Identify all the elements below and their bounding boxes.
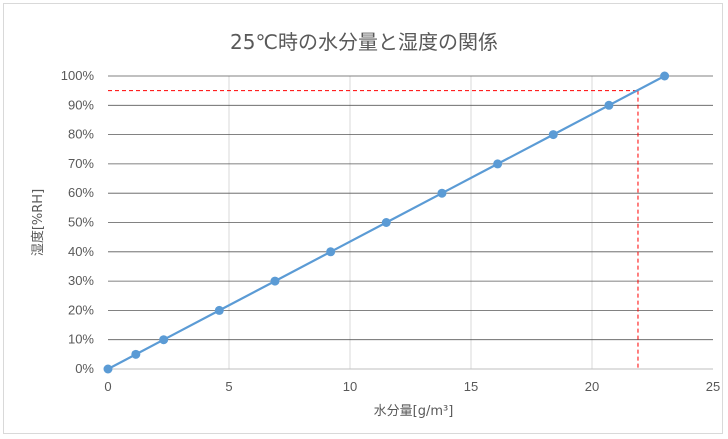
x-tick-label: 25: [706, 379, 720, 394]
y-tick-label: 10%: [68, 332, 94, 347]
x-tick-label: 0: [104, 379, 111, 394]
y-tick-label: 40%: [68, 244, 94, 259]
data-point: [660, 71, 670, 81]
data-point: [159, 335, 169, 345]
y-tick-label: 80%: [68, 127, 94, 142]
x-tick-label: 10: [343, 379, 357, 394]
data-point: [548, 130, 558, 140]
data-point: [493, 159, 503, 169]
y-tick-label: 30%: [68, 273, 94, 288]
data-point: [381, 218, 391, 227]
data-point: [214, 305, 224, 315]
data-point: [103, 364, 113, 374]
y-axis-label: 湿度[%RH]: [30, 189, 46, 256]
series-layer: [103, 71, 670, 374]
x-tick-label: 5: [225, 379, 232, 394]
grid-layer: [108, 75, 713, 370]
y-tick-label: 50%: [68, 215, 94, 230]
chart-title: 25℃時の水分量と湿度の関係: [230, 30, 498, 54]
data-point: [437, 188, 447, 198]
x-tick-label: 20: [585, 379, 599, 394]
data-point: [326, 247, 336, 257]
series-line: [107, 75, 666, 370]
y-tick-label: 60%: [68, 185, 94, 200]
tick-labels: 0 5 10 15 20 25 0% 10% 20% 30% 40% 50% 60% 70% 80% 90% 1…: [61, 68, 720, 394]
data-point: [270, 276, 280, 286]
x-tick-label: 15: [464, 379, 478, 394]
reference-lines: [108, 90, 639, 369]
y-tick-label: 70%: [68, 156, 94, 171]
data-point: [131, 349, 141, 359]
x-axis-label: 水分量[g/m³]: [374, 404, 454, 419]
data-point: [604, 100, 614, 110]
y-tick-label: 0%: [75, 361, 94, 376]
y-tick-label: 100%: [61, 68, 95, 83]
y-tick-label: 90%: [68, 97, 94, 112]
y-tick-label: 20%: [68, 302, 94, 317]
